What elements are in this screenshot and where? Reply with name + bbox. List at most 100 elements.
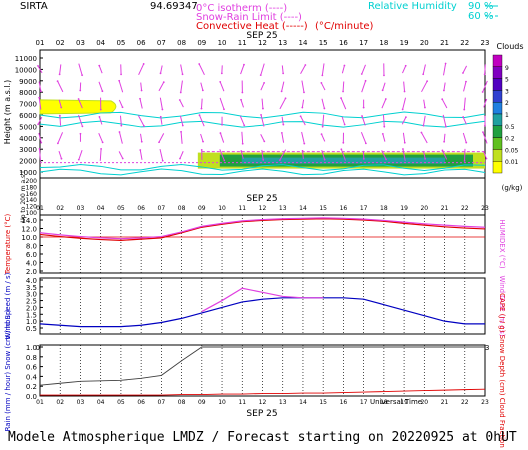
wind-arrow-head bbox=[240, 150, 243, 152]
hour-label: 03 bbox=[76, 39, 85, 47]
wind-arrow-head bbox=[343, 123, 346, 126]
wind-arrow-head bbox=[81, 125, 84, 128]
wind-arrow-head bbox=[360, 73, 363, 75]
time-axis-label: Universal Time bbox=[370, 398, 422, 406]
date-label-bottom: SEP 25 bbox=[246, 409, 277, 419]
ytick-label: 11000 bbox=[15, 55, 37, 63]
ytick-label: 1.0 bbox=[26, 318, 37, 326]
humidity-contour bbox=[39, 120, 486, 128]
hour-label: 03 bbox=[77, 399, 85, 406]
hour-label: 11 bbox=[238, 399, 246, 406]
wind-arrow-head bbox=[320, 82, 323, 84]
colorbar-swatch bbox=[492, 54, 503, 68]
hour-label: 07 bbox=[158, 399, 166, 406]
wind-arrow-head bbox=[321, 125, 324, 128]
wind-arrow bbox=[402, 132, 406, 143]
wind-arrow-head bbox=[342, 141, 345, 144]
wind-arrow bbox=[118, 80, 124, 93]
ytick-label: 200 bbox=[26, 178, 38, 185]
wind-arrow bbox=[219, 149, 225, 161]
wind-arrow-head bbox=[81, 74, 84, 77]
wind-arrow-head bbox=[200, 107, 203, 110]
hour-label: 14 bbox=[298, 39, 307, 47]
wind-arrow-head bbox=[280, 131, 283, 134]
wind-arrow bbox=[403, 81, 406, 92]
colorbar-tick: 0.05 bbox=[505, 147, 519, 154]
wind-arrow bbox=[462, 65, 468, 74]
panel-precipitation-frame bbox=[39, 344, 486, 397]
wind-arrow bbox=[302, 150, 304, 159]
wind-arrow bbox=[37, 116, 43, 125]
wind-arrow bbox=[138, 63, 145, 76]
wind-arrow-head bbox=[181, 73, 184, 76]
colorbar-tick: 2 bbox=[505, 100, 509, 107]
wind-arrow-head bbox=[303, 142, 306, 145]
ytick-label: 14.0 bbox=[21, 217, 37, 225]
plot-panels: 01 02 03 04 05 06 07 08 09 10 11 12 13 14 15 16 17 18 19 20… bbox=[3, 31, 524, 448]
hour-label: 23 bbox=[481, 205, 489, 212]
wind-arrow-head bbox=[179, 157, 181, 160]
colorbar-tick: 0.01 bbox=[505, 159, 519, 166]
date-label-top: SEP 25 bbox=[246, 31, 277, 41]
wind-arrow bbox=[482, 131, 488, 144]
hour-label: 23 bbox=[481, 39, 490, 47]
wind-arrow-head bbox=[362, 106, 365, 109]
hour-label: 01 bbox=[36, 39, 45, 47]
humidity-label: Relative Humidity bbox=[368, 1, 457, 12]
wind-arrow bbox=[381, 150, 387, 160]
wind-arrow bbox=[240, 99, 244, 108]
ytick-label: 2.0 bbox=[26, 268, 37, 276]
wind-arrow-head bbox=[140, 140, 143, 143]
wind-arrow bbox=[382, 133, 386, 142]
wind-arrow-head bbox=[158, 141, 160, 144]
panel-precipitation: 1.0 0.8 0.60.4 0.2 0.0 Rain (mm / hour) Snow … bbox=[4, 293, 506, 448]
wind-arrow-head bbox=[219, 132, 222, 134]
wind-arrow bbox=[240, 64, 245, 75]
wind-arrow-head bbox=[121, 106, 124, 109]
wind-arrow bbox=[158, 133, 165, 143]
wind-arrow bbox=[462, 132, 467, 143]
wind-arrow-head bbox=[401, 108, 404, 111]
ytick-label: 8.0 bbox=[26, 243, 37, 251]
hour-label: 19 bbox=[400, 399, 408, 406]
humidity-90: 90 % bbox=[468, 1, 493, 12]
wind-arrow-head bbox=[241, 142, 244, 145]
ytick-label: 0.2 bbox=[26, 383, 37, 391]
wind-arrow bbox=[420, 132, 428, 144]
wind-arrow-head bbox=[178, 99, 181, 101]
station-label: SIRTA bbox=[20, 1, 48, 12]
hour-label: 11 bbox=[238, 39, 247, 47]
wind-arrow-head bbox=[485, 157, 488, 160]
wind-arrow-head bbox=[320, 133, 323, 136]
colorbar-unit: (g/kg) bbox=[502, 184, 523, 192]
wind-arrow-head bbox=[79, 132, 82, 135]
wind-arrow bbox=[118, 131, 123, 144]
wind-arrow bbox=[139, 98, 143, 109]
wind-arrow bbox=[341, 65, 345, 74]
wind-arrow bbox=[57, 132, 64, 144]
wind-arrow-head bbox=[381, 133, 384, 135]
ytick-label: 3.5 bbox=[26, 284, 37, 292]
wind-arrow bbox=[140, 82, 143, 91]
wind-arrow-head bbox=[262, 107, 264, 110]
legend-line: (----) bbox=[262, 3, 288, 14]
wind-arrow bbox=[402, 97, 407, 110]
hour-label: 17 bbox=[360, 205, 368, 212]
ylabel-right-temperature: HUMIDEX (°C) bbox=[498, 219, 506, 268]
hour-label: 16 bbox=[340, 205, 348, 212]
wind-arrow bbox=[321, 133, 326, 142]
hour-label: 19 bbox=[400, 205, 408, 212]
wind-arrow bbox=[300, 64, 306, 75]
hour-label: 14 bbox=[299, 205, 307, 212]
wind-arrow-head bbox=[100, 148, 103, 150]
hour-label: 13 bbox=[278, 39, 287, 47]
hour-label: 21 bbox=[440, 39, 449, 47]
wind-arrow bbox=[58, 99, 62, 108]
hour-label: 12 bbox=[259, 399, 267, 406]
hour-label: 09 bbox=[197, 39, 206, 47]
hour-label: 10 bbox=[218, 39, 227, 47]
wind-arrow bbox=[443, 63, 447, 76]
wind-arrow-head bbox=[485, 98, 488, 101]
wind-arrow-head bbox=[263, 81, 266, 84]
ylabel-temperature: Temperature (°C) bbox=[4, 214, 12, 276]
